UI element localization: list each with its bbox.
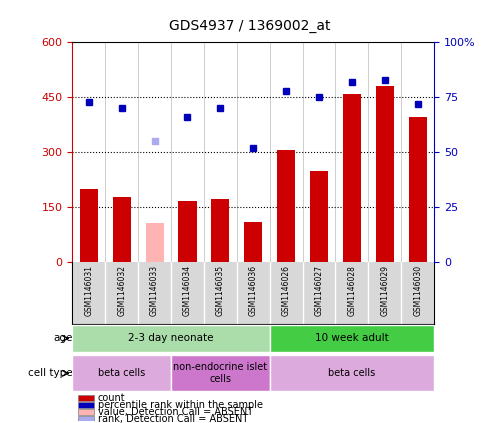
Text: GSM1146029: GSM1146029 (380, 265, 389, 316)
Text: GSM1146032: GSM1146032 (117, 265, 126, 316)
Text: GSM1146027: GSM1146027 (314, 265, 323, 316)
Bar (171, 355, 269, 391)
Text: value, Detection Call = ABSENT: value, Detection Call = ABSENT (98, 407, 253, 417)
Bar (179, 201, 197, 262)
Text: rank, Detection Call = ABSENT: rank, Detection Call = ABSENT (98, 414, 248, 423)
Bar (409, 118, 427, 262)
Text: GSM1146036: GSM1146036 (249, 265, 258, 316)
Text: count: count (98, 393, 125, 404)
Bar (78, 416, 94, 422)
Text: beta cells: beta cells (328, 368, 376, 378)
Text: 2-3 day neonate: 2-3 day neonate (128, 333, 214, 343)
Bar (80, 189, 98, 262)
Text: GSM1146031: GSM1146031 (84, 265, 93, 316)
Text: GSM1146034: GSM1146034 (183, 265, 192, 316)
Bar (376, 86, 394, 262)
Bar (78, 396, 94, 401)
Bar (72, 355, 171, 391)
Text: GSM1146026: GSM1146026 (281, 265, 290, 316)
Bar (72, 325, 269, 352)
Text: GSM1146030: GSM1146030 (413, 265, 422, 316)
Text: GSM1146033: GSM1146033 (150, 265, 159, 316)
Bar (343, 93, 361, 262)
Bar (269, 355, 434, 391)
Bar (78, 402, 94, 408)
Bar (211, 199, 230, 262)
Text: cell type: cell type (28, 368, 72, 378)
Text: GSM1146035: GSM1146035 (216, 265, 225, 316)
Bar (310, 171, 328, 262)
Bar (78, 409, 94, 415)
Bar (146, 222, 164, 262)
Text: GDS4937 / 1369002_at: GDS4937 / 1369002_at (169, 19, 330, 33)
Text: GSM1146028: GSM1146028 (347, 265, 356, 316)
Text: age: age (53, 333, 72, 343)
Text: non-endocrine islet
cells: non-endocrine islet cells (173, 363, 267, 384)
Bar (269, 325, 434, 352)
Text: 10 week adult: 10 week adult (315, 333, 389, 343)
Text: percentile rank within the sample: percentile rank within the sample (98, 400, 262, 410)
Text: beta cells: beta cells (98, 368, 145, 378)
Bar (277, 151, 295, 262)
Bar (244, 222, 262, 262)
Bar (113, 197, 131, 262)
